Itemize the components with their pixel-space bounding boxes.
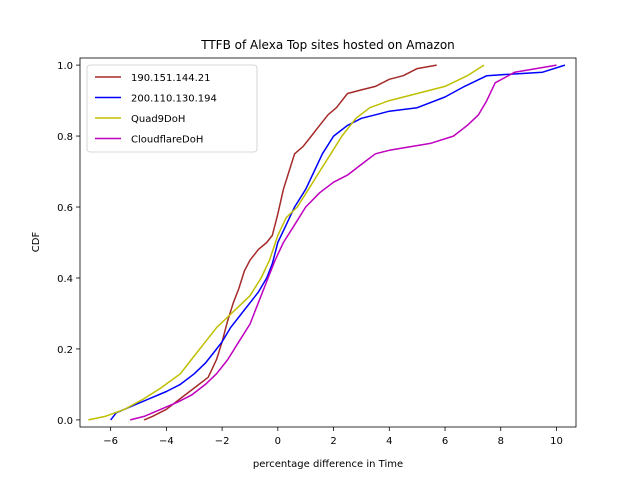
x-tick-label: 6 (442, 436, 448, 447)
legend: 190.151.144.21 200.110.130.194 Quad9DoH Clo… (86, 64, 258, 153)
legend-box (86, 64, 258, 153)
legend-label-4: CloudflareDoH (131, 135, 203, 146)
series-line-3 (88, 64, 485, 421)
series-line-4 (130, 64, 557, 421)
plot-area (88, 64, 566, 421)
legend-label-2: 200.110.130.194 (131, 94, 217, 105)
series-line-2 (110, 64, 566, 421)
y-tick-label: 1.0 (57, 61, 73, 72)
x-axis-label: percentage difference in Time (253, 459, 403, 470)
series-line-1 (143, 64, 437, 421)
y-tick-label: 0.4 (57, 274, 73, 285)
plot-frame (79, 57, 577, 428)
chart-title: TTFB of Alexa Top sites hosted on Amazon (200, 38, 455, 52)
x-tick-label: 0 (275, 436, 281, 447)
y-tick-label: 0.6 (57, 203, 73, 214)
x-tick-label: 10 (550, 436, 563, 447)
y-tick-label: 0.8 (57, 132, 73, 143)
x-tick-label: 8 (498, 436, 504, 447)
legend-label-3: Quad9DoH (131, 114, 185, 125)
x-tick-label: −2 (215, 436, 230, 447)
legend-label-1: 190.151.144.21 (131, 73, 211, 84)
y-axis-label: CDF (31, 232, 42, 253)
y-tick-label: 0.0 (57, 416, 73, 427)
axes: −6 −4 −2 0 2 4 6 8 10 0.0 0.2 0.4 0.6 0.8 1.0 (57, 57, 577, 447)
y-tick-label: 0.2 (57, 345, 73, 356)
x-tick-label: −4 (159, 436, 174, 447)
x-tick-label: 2 (330, 436, 336, 447)
x-tick-label: 4 (386, 436, 392, 447)
x-tick-label: −6 (103, 436, 118, 447)
